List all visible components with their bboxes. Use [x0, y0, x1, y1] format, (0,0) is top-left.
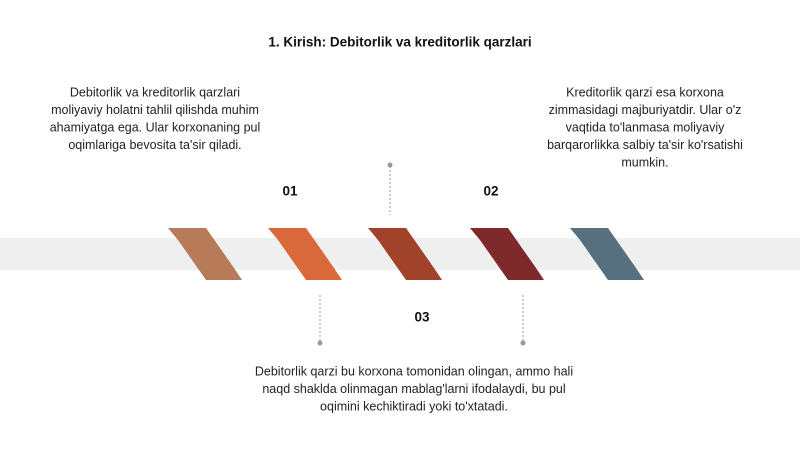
description-line: moliyaviy holatni tahlil qilishda muhim [51, 103, 259, 117]
step-number: 03 [414, 310, 430, 325]
ribbon [268, 228, 342, 280]
ribbons [168, 228, 644, 280]
description-line: vaqtida to'lanmasa moliyaviy [566, 120, 725, 134]
description-line: zimmasidagi majburiyatdir. Ular o'z [549, 103, 742, 117]
ribbon [570, 228, 644, 280]
title: 1. Kirish: Debitorlik va kreditorlik qar… [268, 35, 531, 50]
description-line: Debitorlik qarzi bu korxona tomonidan ol… [255, 364, 573, 378]
description-line: Debitorlik va kreditorlik qarzlari [70, 85, 240, 99]
description-line: oqimlariga bevosita ta'sir qiladi. [68, 138, 241, 152]
ribbon [168, 228, 242, 280]
step-number: 02 [483, 184, 498, 199]
description-line: oqimini kechiktiradi yoki to'xtatadi. [320, 399, 508, 413]
description-line: ahamiyatga ega. Ular korxonaning pul [50, 120, 261, 134]
description-line: Kreditorlik qarzi esa korxona [566, 85, 724, 99]
connector-dot [317, 340, 323, 346]
ribbon [470, 228, 544, 280]
connector-dot [387, 162, 393, 168]
step-number: 01 [282, 184, 298, 199]
ribbon [368, 228, 442, 280]
description-line: barqarorlikka salbiy ta'sir ko'rsatishi [547, 138, 743, 152]
connector-dot [520, 340, 526, 346]
description-line: naqd shaklda olinmagan mablag'larni ifod… [262, 382, 565, 396]
description-line: mumkin. [621, 155, 668, 169]
